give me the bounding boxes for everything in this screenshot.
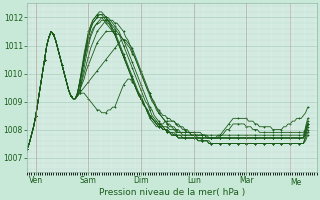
- Text: Me: Me: [290, 178, 301, 187]
- X-axis label: Pression niveau de la mer( hPa ): Pression niveau de la mer( hPa ): [99, 188, 245, 197]
